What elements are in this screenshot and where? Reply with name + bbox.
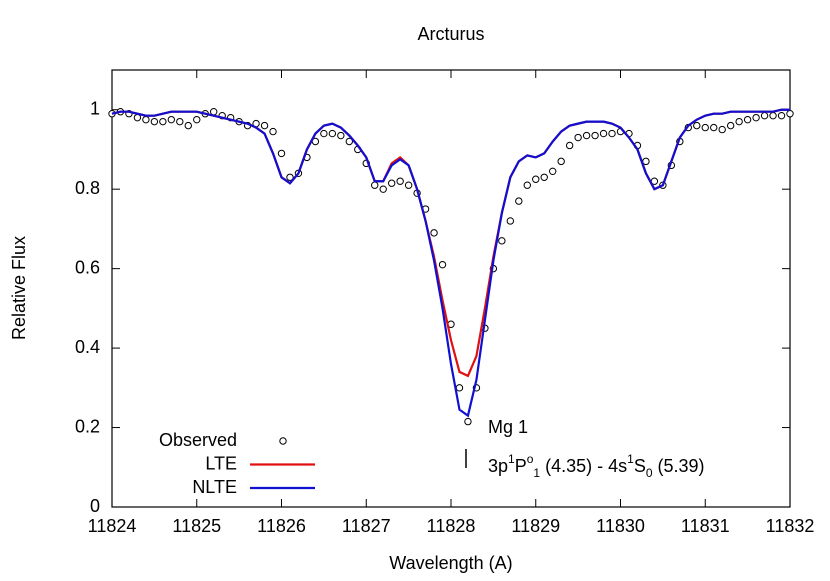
x-axis-label: Wavelength (A) [389,553,512,573]
y-tick-label: 0.6 [75,257,100,277]
data-point [345,137,353,146]
data-point [210,108,218,116]
data-point [591,131,599,140]
data-point [142,115,150,124]
data-point [337,131,345,140]
data-point [540,173,548,181]
annotation-part: (5.39) [653,456,705,476]
data-point [133,113,142,122]
data-point [549,167,557,176]
annotation-part: (4.35) - 4s [540,456,627,476]
data-point [455,384,464,392]
data-point [159,117,167,126]
data-line [111,108,790,378]
data-point [193,115,201,124]
data-point [260,121,269,130]
y-tick-label: 1 [90,98,100,118]
data-point [430,229,438,237]
data-point [176,117,184,126]
data-point [642,157,650,166]
annotation-part: P [515,456,527,476]
x-tick-label: 11828 [427,516,476,536]
legend-label: LTE [205,453,237,473]
data-point [515,197,523,205]
data-point [769,111,777,120]
data-point [743,115,752,124]
data-point [777,111,786,120]
x-tick-label: 11829 [511,516,560,536]
data-point [286,173,294,181]
data-point [150,117,159,126]
annotation-part: 1 [508,452,515,466]
y-tick-label: 0.2 [75,416,100,436]
data-point [269,127,277,136]
data-point [320,129,328,138]
data-point [464,417,472,426]
data-point [328,129,337,138]
x-tick-label: 11825 [172,516,221,536]
data-point [167,115,176,124]
data-point [608,129,616,138]
y-tick-label: 0.4 [75,337,100,357]
data-point [726,121,735,130]
data-point [371,181,379,189]
data-point [498,237,506,245]
annotation-part: S [634,456,646,476]
data-point [404,181,413,189]
data-point [387,179,396,187]
data-point [574,133,582,142]
data-point [786,110,794,118]
x-tick-label: 11832 [766,516,815,536]
data-point [438,260,447,269]
y-tick-label: 0.8 [75,178,100,198]
data-point [701,123,709,132]
data-point [506,217,515,225]
data-point [557,157,565,166]
annotation-part: 3p [488,456,508,476]
legend-label: NLTE [192,477,237,497]
legend-label: Observed [159,430,237,450]
data-point [396,177,404,185]
y-tick-label: 0 [90,496,100,516]
data-point [532,175,540,183]
x-tick-label: 11824 [88,516,137,536]
data-line [111,108,790,418]
data-point [760,111,769,120]
data-point [599,129,608,138]
annotation-part: 1 [627,452,634,466]
data-point [565,141,574,150]
x-tick-label: 11826 [257,516,306,536]
legend-marker [279,437,287,445]
annotation: 3p1Po1 (4.35) - 4s1S0 (5.39) [488,452,705,480]
data-point [752,113,760,122]
chart-title: Arcturus [417,24,484,44]
data-point [277,149,286,158]
annotation-part: o [527,452,534,466]
data-point [735,117,743,126]
data-point [523,181,531,189]
x-tick-label: 11831 [681,516,730,536]
data-point [379,185,387,193]
data-point [718,125,726,134]
y-axis-label: Relative Flux [9,236,29,340]
annotation-part: 0 [646,466,653,480]
data-point [582,131,591,140]
x-tick-label: 11830 [596,516,645,536]
x-tick-label: 11827 [342,516,391,536]
annotation-part: 1 [533,466,540,480]
data-point [710,123,718,132]
annotation: Mg 1 [488,417,528,437]
data-point [184,121,192,130]
data-point [693,121,701,130]
